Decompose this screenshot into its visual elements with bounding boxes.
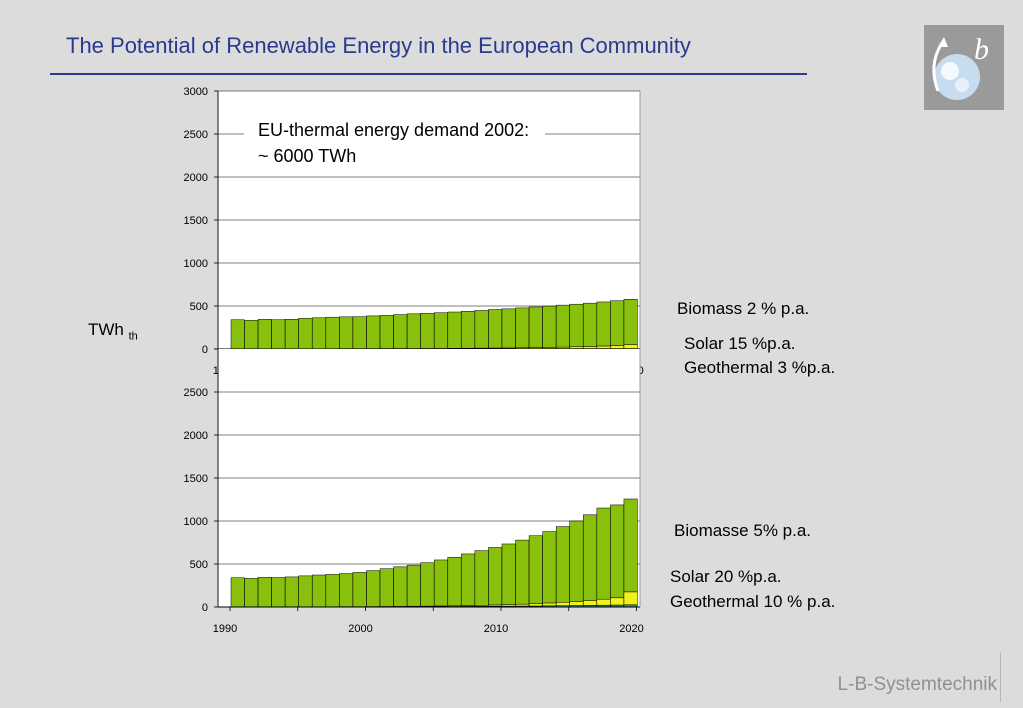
demand-annotation: EU-thermal energy demand 2002: ~ 6000 TW…: [244, 115, 546, 171]
bottom-bar-biomass: [339, 573, 354, 607]
y-axis-label: TWh th: [88, 320, 138, 342]
title-underline: [50, 73, 807, 75]
top-y-tick-label: 1000: [184, 258, 208, 270]
bottom-bar-biomass: [501, 543, 516, 605]
bottom-y-tick-label: 1500: [184, 473, 208, 485]
page-title: The Potential of Renewable Energy in the…: [66, 33, 691, 58]
top-y-tick-label: 2500: [184, 129, 208, 141]
bottom-bar-biomass: [271, 577, 286, 608]
bottom-y-tick-label: 2500: [184, 387, 208, 399]
bottom-x-tick-label: 1990: [213, 623, 237, 635]
bottom-bar-biomass: [298, 575, 313, 608]
bottom-solar-rate: Solar 20 %p.a.: [670, 567, 782, 586]
bottom-bar-solar: [596, 598, 611, 606]
bottom-biomass-rate: Biomasse 5% p.a.: [674, 521, 812, 540]
bottom-bar-biomass: [257, 577, 272, 608]
bottom-bar-biomass: [528, 535, 543, 604]
bottom-bar-biomass: [325, 574, 340, 608]
bottom-x-tick-label: 2000: [348, 623, 372, 635]
top-y-tick-label: 1500: [184, 215, 208, 227]
bottom-bar-biomass: [623, 498, 638, 593]
bottom-bar-biomass: [515, 539, 530, 605]
bottom-geothermal-rate: Geothermal 10 % p.a.: [670, 592, 836, 611]
y-axis-unit-subscript: th: [128, 330, 138, 343]
footer-divider: [1000, 652, 1001, 702]
bottom-bar-biomass: [555, 526, 570, 603]
bottom-bar-biomass: [569, 520, 584, 602]
bottom-bar-biomass: [461, 553, 476, 606]
bottom-bar-biomass: [610, 504, 625, 599]
bottom-bar-biomass: [447, 556, 462, 607]
bottom-bar-biomass: [352, 572, 367, 607]
bottom-bar-biomass: [542, 531, 557, 604]
bottom-bar-biomass: [420, 562, 435, 607]
bottom-bar-biomass: [284, 576, 299, 608]
bottom-bar-biomass: [366, 570, 381, 607]
bottom-bar-biomass: [474, 550, 489, 606]
bottom-bar-solar: [542, 602, 557, 607]
bottom-bar-biomass: [406, 564, 421, 607]
svg-text:b: b: [974, 33, 989, 66]
top-biomass-rate: Biomass 2 % p.a.: [677, 299, 810, 318]
bottom-bar-solar: [555, 602, 570, 606]
annotation-line-2: ~ 6000 TWh: [258, 146, 357, 166]
bottom-bar-solar: [610, 597, 625, 606]
bottom-y-tick-label: 1000: [184, 516, 208, 528]
top-y-tick-label: 0: [202, 344, 208, 356]
bottom-bar-solar: [528, 603, 543, 607]
top-y-tick-label: 2000: [184, 172, 208, 184]
bottom-x-tick-label: 2010: [484, 623, 508, 635]
bottom-y-tick-label: 500: [190, 559, 208, 571]
top-bar-biomass: [623, 299, 638, 345]
footer-brand: L-B-Systemtechnik: [837, 674, 997, 695]
bottom-x-tick-label: 2020: [619, 623, 643, 635]
top-solar-rate: Solar 15 %p.a.: [684, 334, 796, 353]
bottom-bar-solar: [623, 591, 638, 606]
bottom-y-tick-label: 2000: [184, 430, 208, 442]
bottom-y-tick-label: 0: [202, 602, 208, 614]
bottom-bar-solar: [569, 601, 584, 606]
top-y-tick-label: 500: [190, 301, 208, 313]
bottom-bar-biomass: [596, 507, 611, 600]
bottom-bar-biomass: [244, 578, 259, 608]
bottom-bar-biomass: [230, 577, 245, 608]
top-geothermal-rate: Geothermal 3 %p.a.: [684, 358, 836, 377]
bottom-bar-biomass: [379, 568, 394, 607]
y-axis-unit: TWh: [88, 320, 124, 339]
bottom-bar-biomass: [312, 574, 326, 608]
top-y-tick-label: 3000: [184, 86, 208, 98]
bottom-bar-solar: [583, 600, 597, 606]
bottom-bar-biomass: [393, 566, 408, 607]
bottom-bar-biomass: [488, 547, 503, 606]
annotation-line-1: EU-thermal energy demand 2002:: [258, 120, 530, 140]
bottom-bar-solar: [515, 603, 530, 607]
lbst-logo: b: [924, 25, 1004, 110]
bottom-bar-biomass: [583, 514, 597, 601]
bottom-bar-biomass: [434, 559, 448, 607]
